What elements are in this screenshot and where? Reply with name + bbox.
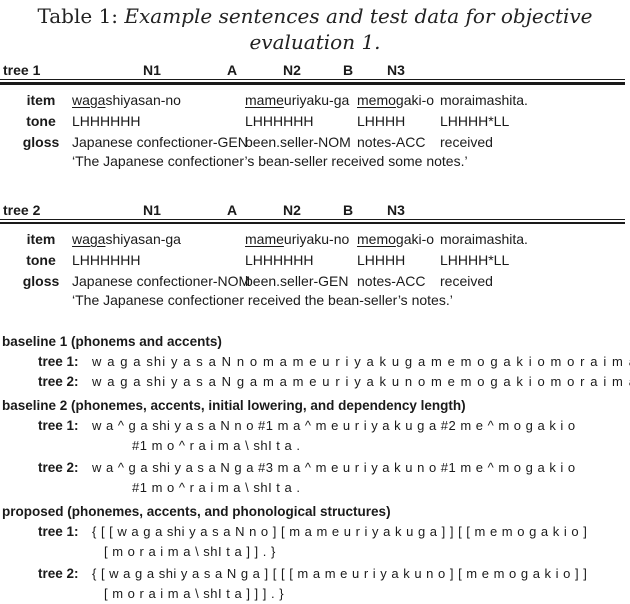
entry-tree1: tree 1: w a g a shi y a s a N n o m a m … (38, 352, 630, 372)
table-tree1: tree 1 N1 A N2 B N3 item wagashiyasan-no… (0, 62, 630, 173)
tone-cell-n1: LHHHHHH (72, 112, 141, 129)
section-baseline1: baseline 1 (phonems and accents) tree 1:… (0, 334, 630, 392)
item-cell-n2: mameuriyaku-no (245, 231, 350, 247)
phoneme-string-continuation: #1 m o ^ r a i m a \ shI t a . (132, 438, 301, 453)
table-name: tree 2 (3, 201, 41, 218)
row-label: gloss (22, 273, 60, 289)
phoneme-string: w a ^ g a shi y a s a N g a #3 m a ^ m e… (92, 460, 576, 475)
gloss-cell-verb: received (440, 273, 493, 289)
table-tree1-header-row: tree 1 N1 A N2 B N3 (0, 62, 625, 80)
section-heading: baseline 2 (phonemes, accents, initial l… (2, 398, 466, 413)
table-row-gloss: gloss Japanese confectioner-NOM been.sel… (0, 271, 630, 292)
phoneme-string: w a g a shi y a s a N g a m a m e u r i … (92, 374, 630, 389)
section-heading: baseline 1 (phonems and accents) (2, 334, 222, 349)
column-header-n3: N3 (387, 201, 405, 218)
header-rule (0, 82, 625, 85)
phoneme-string: { [ [ w a g a shi y a s a N n o ] [ m a … (92, 524, 588, 539)
column-header-n1: N1 (143, 62, 161, 78)
table-caption: Table 1: Example sentences and test data… (0, 3, 630, 55)
tone-cell-verb: LHHHH*LL (440, 112, 510, 129)
phoneme-string: w a ^ g a shi y a s a N n o #1 m a ^ m e… (92, 418, 576, 433)
gloss-cell-verb: received (440, 133, 493, 150)
item-cell-n2: mameuriyaku-ga (245, 91, 350, 108)
caption-line-1: Table 1: Example sentences and test data… (0, 3, 630, 29)
tone-cell-verb: LHHHH*LL (440, 252, 510, 268)
column-header-n1: N1 (143, 201, 161, 218)
row-label: tone (26, 112, 56, 129)
gloss-cell-n1: Japanese confectioner-GEN (72, 133, 248, 150)
gloss-cell-n2: been.seller-GEN (245, 273, 349, 289)
row-label: item (26, 91, 56, 108)
table-row-tone: tone LHHHHHH LHHHHHH LHHHH LHHHH*LL (0, 250, 630, 271)
entry-tree2: tree 2: { [ w a g a shi y a s a N g a ] … (38, 564, 630, 604)
table-row-gloss: gloss Japanese confectioner-GEN been.sel… (0, 132, 630, 153)
header-rule (0, 221, 625, 224)
row-label: item (26, 231, 56, 247)
entry-tree1: tree 1: w a ^ g a shi y a s a N n o #1 m… (38, 416, 630, 456)
item-cell-n3: memogaki-o (357, 231, 435, 247)
gloss-cell-n2: been.seller-NOM (245, 133, 351, 150)
section-proposed: proposed (phonemes, accents, and phonolo… (0, 504, 630, 604)
item-cell-verb: moraimashita. (440, 231, 528, 247)
phoneme-string: w a g a shi y a s a N n o m a m e u r i … (92, 354, 630, 369)
caption-line-2: evaluation 1. (249, 30, 381, 54)
caption-text: Example sentences and test data for obje… (124, 4, 593, 28)
row-label: gloss (22, 133, 60, 150)
section-heading: proposed (phonemes, accents, and phonolo… (2, 504, 391, 519)
tone-cell-n3: LHHHH (357, 252, 406, 268)
table-tree2-header-row: tree 2 N1 A N2 B N3 (0, 202, 625, 220)
phoneme-string-continuation: [ m o r a i m a \ shI t a ] ] ] . } (104, 586, 285, 601)
entry-label: tree 1: (38, 354, 79, 369)
entry-label: tree 1: (38, 524, 79, 539)
column-header-n2: N2 (283, 62, 301, 78)
entry-tree2: tree 2: w a g a shi y a s a N g a m a m … (38, 372, 630, 392)
entry-label: tree 1: (38, 418, 79, 433)
gloss-cell-n3: notes-ACC (357, 273, 426, 289)
translation-line: ‘The Japanese confectioner’s bean-seller… (72, 152, 468, 169)
item-cell-n1: wagashiyasan-ga (72, 231, 181, 247)
column-header-b: B (343, 201, 354, 218)
item-cell-verb: moraimashita. (440, 91, 528, 108)
gloss-cell-n1: Japanese confectioner-NOM (72, 273, 251, 289)
column-header-b: B (343, 62, 354, 78)
gloss-cell-n3: notes-ACC (357, 133, 426, 150)
entry-label: tree 2: (38, 460, 79, 475)
phoneme-string: { [ w a g a shi y a s a N g a ] [ [ [ m … (92, 566, 588, 581)
table-row-tone: tone LHHHHHH LHHHHHH LHHHH LHHHH*LL (0, 111, 630, 132)
entry-tree2: tree 2: w a ^ g a shi y a s a N g a #3 m… (38, 458, 630, 498)
caption-number: Table 1: (37, 4, 125, 28)
column-header-n2: N2 (283, 201, 301, 218)
section-baseline2: baseline 2 (phonemes, accents, initial l… (0, 398, 630, 498)
column-header-a: A (227, 62, 238, 78)
item-cell-n1: wagashiyasan-no (72, 91, 181, 108)
column-header-a: A (227, 201, 238, 218)
tone-cell-n2: LHHHHHH (245, 112, 314, 129)
column-header-n3: N3 (387, 62, 405, 78)
phoneme-string-continuation: [ m o r a i m a \ shI t a ] ] . } (104, 544, 276, 559)
phoneme-string-continuation: #1 m o ^ r a i m a \ shI t a . (132, 480, 301, 495)
tone-cell-n3: LHHHH (357, 112, 406, 129)
table-row-item: item wagashiyasan-no mameuriyaku-ga memo… (0, 90, 630, 111)
table-name: tree 1 (3, 62, 41, 78)
row-label: tone (26, 252, 56, 268)
entry-tree1: tree 1: { [ [ w a g a shi y a s a N n o … (38, 522, 630, 562)
table-tree2: tree 2 N1 A N2 B N3 item wagashiyasan-ga… (0, 202, 630, 313)
table-row-item: item wagashiyasan-ga mameuriyaku-no memo… (0, 229, 630, 250)
tone-cell-n1: LHHHHHH (72, 252, 141, 268)
entry-label: tree 2: (38, 374, 79, 389)
translation-line: ‘The Japanese confectioner received the … (72, 292, 453, 308)
tone-cell-n2: LHHHHHH (245, 252, 314, 268)
item-cell-n3: memogaki-o (357, 91, 435, 108)
entry-label: tree 2: (38, 566, 79, 581)
